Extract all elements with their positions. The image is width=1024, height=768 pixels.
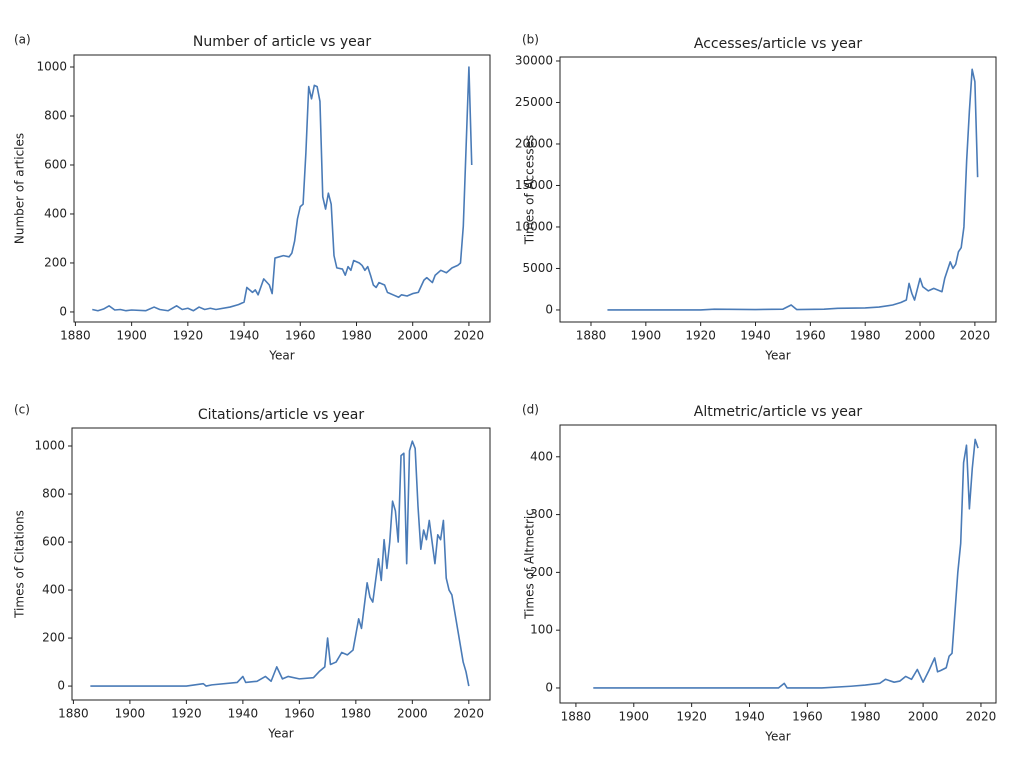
x-tick-label: 1960 [795, 329, 826, 343]
x-tick-label: 1940 [734, 710, 765, 724]
panel-label: (b) [522, 33, 539, 47]
y-tick-label: 400 [42, 583, 65, 597]
x-tick-label: 1980 [850, 710, 881, 724]
x-tick-label: 1900 [115, 707, 146, 721]
x-axis-label: Year [267, 727, 293, 741]
y-tick-label: 1000 [34, 439, 65, 453]
y-tick-label: 100 [530, 623, 553, 637]
x-tick-label: 1920 [171, 707, 202, 721]
y-axis-label: Number of articles [13, 133, 27, 244]
chart-title: Citations/article vs year [198, 407, 364, 423]
x-tick-label: 1940 [229, 329, 260, 343]
x-tick-label: 1980 [341, 329, 372, 343]
axes-frame [71, 427, 491, 701]
x-tick-label: 1880 [58, 707, 89, 721]
panel-label: (a) [14, 33, 31, 47]
y-tick-label: 0 [59, 304, 67, 318]
x-tick-label: 1960 [285, 329, 316, 343]
x-tick-label: 1900 [116, 329, 147, 343]
data-line [90, 440, 470, 687]
x-tick-label: 1980 [850, 329, 881, 343]
y-axis-label: Times of Citations [13, 510, 27, 619]
y-tick-label: 10000 [515, 219, 553, 233]
y-tick-label: 600 [44, 157, 67, 171]
data-line [607, 68, 979, 311]
x-tick-label: 2020 [454, 329, 485, 343]
axes-frame [73, 54, 491, 323]
y-tick-label: 300 [530, 507, 553, 521]
x-tick-label: 1880 [576, 329, 607, 343]
y-tick-label: 400 [44, 206, 67, 220]
y-tick-label: 0 [57, 679, 65, 693]
y-tick-label: 400 [530, 449, 553, 463]
axes-frame [559, 424, 997, 704]
y-axis-label: Times of Accesses [523, 135, 537, 246]
y-tick-label: 800 [44, 108, 67, 122]
x-tick-label: 2020 [454, 707, 485, 721]
x-tick-label: 2000 [397, 329, 428, 343]
y-tick-label: 20000 [515, 136, 553, 150]
x-tick-label: 2000 [397, 707, 428, 721]
x-tick-label: 2000 [905, 329, 936, 343]
panel-label: (c) [14, 403, 30, 417]
y-tick-label: 800 [42, 487, 65, 501]
x-tick-label: 1900 [631, 329, 662, 343]
x-tick-label: 1920 [676, 710, 707, 724]
x-tick-label: 2020 [960, 329, 991, 343]
x-tick-label: 2020 [966, 710, 997, 724]
x-tick-label: 1920 [685, 329, 716, 343]
chart-title: Accesses/article vs year [694, 36, 862, 52]
x-axis-label: Year [764, 730, 790, 744]
y-tick-label: 15000 [515, 178, 553, 192]
y-tick-label: 200 [44, 255, 67, 269]
data-line [593, 438, 979, 689]
y-axis-label: Times of Altmetric [523, 509, 537, 620]
x-tick-label: 2000 [908, 710, 939, 724]
axes-frame [559, 56, 997, 323]
y-tick-label: 200 [42, 631, 65, 645]
chart-title: Number of article vs year [193, 34, 372, 50]
x-tick-label: 1960 [792, 710, 823, 724]
x-tick-label: 1900 [619, 710, 650, 724]
y-tick-label: 0 [545, 680, 553, 694]
y-tick-label: 600 [42, 535, 65, 549]
x-axis-label: Year [764, 349, 790, 363]
y-tick-label: 30000 [515, 53, 553, 67]
x-tick-label: 1940 [228, 707, 259, 721]
y-tick-label: 200 [530, 565, 553, 579]
x-tick-label: 1960 [284, 707, 315, 721]
x-tick-label: 1880 [60, 329, 91, 343]
x-axis-label: Year [268, 349, 294, 363]
y-tick-label: 25000 [515, 95, 553, 109]
y-tick-label: 1000 [36, 60, 67, 74]
x-tick-label: 1940 [740, 329, 771, 343]
y-tick-label: 5000 [522, 261, 553, 275]
data-line [92, 66, 473, 312]
chart-title: Altmetric/article vs year [694, 404, 863, 420]
x-tick-label: 1980 [341, 707, 372, 721]
x-tick-label: 1920 [173, 329, 204, 343]
panel-label: (d) [522, 403, 539, 417]
y-tick-label: 0 [545, 302, 553, 316]
x-tick-label: 1880 [561, 710, 592, 724]
